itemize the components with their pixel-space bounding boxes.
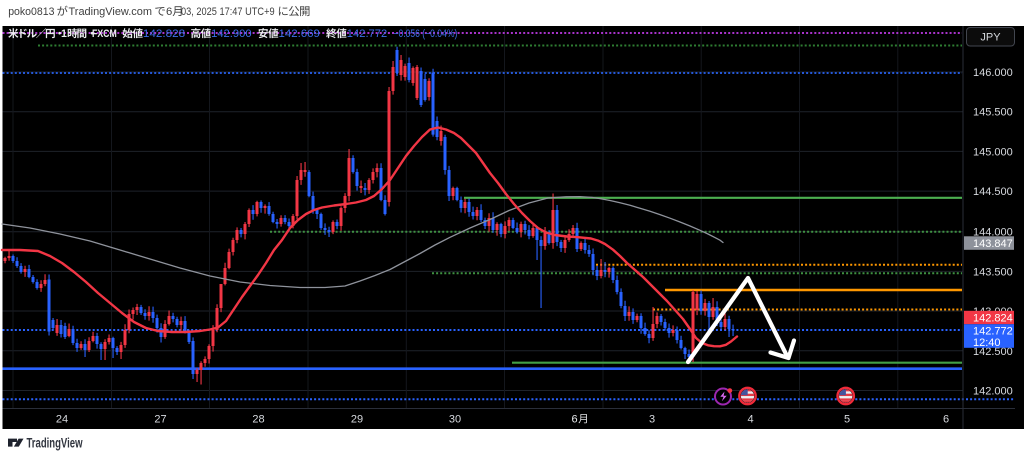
svg-text:6: 6 xyxy=(572,414,578,426)
svg-text:145.500: 145.500 xyxy=(973,107,1013,119)
svg-text:142.669: 142.669 xyxy=(279,28,320,40)
svg-text:1: 1 xyxy=(61,28,67,40)
svg-text:30: 30 xyxy=(449,414,461,426)
svg-text:146.000: 146.000 xyxy=(973,67,1013,79)
svg-text:143.500: 143.500 xyxy=(973,266,1013,278)
svg-text:142.772: 142.772 xyxy=(347,28,387,40)
svg-text:24: 24 xyxy=(56,414,68,426)
svg-text:−0.056 (−0.04%): −0.056 (−0.04%) xyxy=(394,28,458,40)
svg-text:6: 6 xyxy=(943,414,949,426)
svg-text:3: 3 xyxy=(649,414,655,426)
svg-text:27: 27 xyxy=(154,414,166,426)
svg-text:4: 4 xyxy=(747,414,753,426)
svg-text:28: 28 xyxy=(252,414,264,426)
svg-text:12:40: 12:40 xyxy=(973,337,1001,349)
svg-text:142.828: 142.828 xyxy=(143,28,185,40)
svg-text:6: 6 xyxy=(166,6,172,18)
svg-text:144.000: 144.000 xyxy=(973,227,1013,239)
svg-text:TradingView: TradingView xyxy=(27,436,83,451)
svg-text:5: 5 xyxy=(844,414,850,426)
svg-text:TradingView.com: TradingView.com xyxy=(69,6,153,18)
svg-text:144.500: 144.500 xyxy=(973,186,1013,198)
svg-text:FXCM: FXCM xyxy=(92,28,117,40)
svg-text:142.900: 142.900 xyxy=(211,28,252,40)
svg-text:29: 29 xyxy=(351,414,363,426)
svg-text:03, 2025 17:47 UTC+9: 03, 2025 17:47 UTC+9 xyxy=(181,6,275,18)
svg-text:142.000: 142.000 xyxy=(973,386,1013,398)
svg-text:143.847: 143.847 xyxy=(973,238,1013,250)
svg-text:142.500: 142.500 xyxy=(973,346,1013,358)
svg-text:142.824: 142.824 xyxy=(973,312,1013,324)
svg-text:JPY: JPY xyxy=(980,32,1001,44)
svg-text:145.000: 145.000 xyxy=(973,146,1013,158)
svg-text:142.772: 142.772 xyxy=(973,326,1013,338)
svg-text:poko0813: poko0813 xyxy=(8,6,54,18)
